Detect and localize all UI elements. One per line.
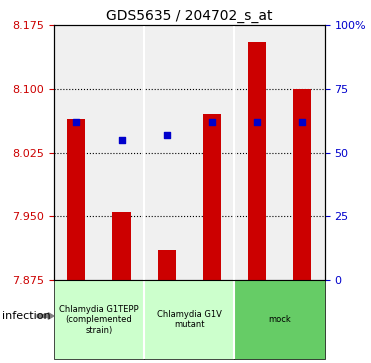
Text: Chlamydia G1TEPP
(complemented
strain): Chlamydia G1TEPP (complemented strain)	[59, 305, 139, 335]
FancyBboxPatch shape	[144, 280, 234, 359]
Text: infection: infection	[2, 311, 50, 321]
Point	[73, 119, 79, 125]
Title: GDS5635 / 204702_s_at: GDS5635 / 204702_s_at	[106, 9, 272, 23]
FancyBboxPatch shape	[54, 280, 144, 359]
Point	[254, 119, 260, 125]
FancyBboxPatch shape	[234, 280, 325, 359]
Bar	[112, 212, 131, 280]
Point	[299, 119, 305, 125]
Point	[164, 132, 170, 138]
Bar	[293, 89, 311, 280]
Point	[209, 119, 215, 125]
Bar	[203, 114, 221, 280]
Point	[119, 137, 125, 143]
Text: Chlamydia G1V
mutant: Chlamydia G1V mutant	[157, 310, 221, 329]
Bar	[248, 42, 266, 280]
Text: mock: mock	[268, 315, 291, 324]
Bar	[158, 250, 176, 280]
Bar	[68, 119, 85, 280]
